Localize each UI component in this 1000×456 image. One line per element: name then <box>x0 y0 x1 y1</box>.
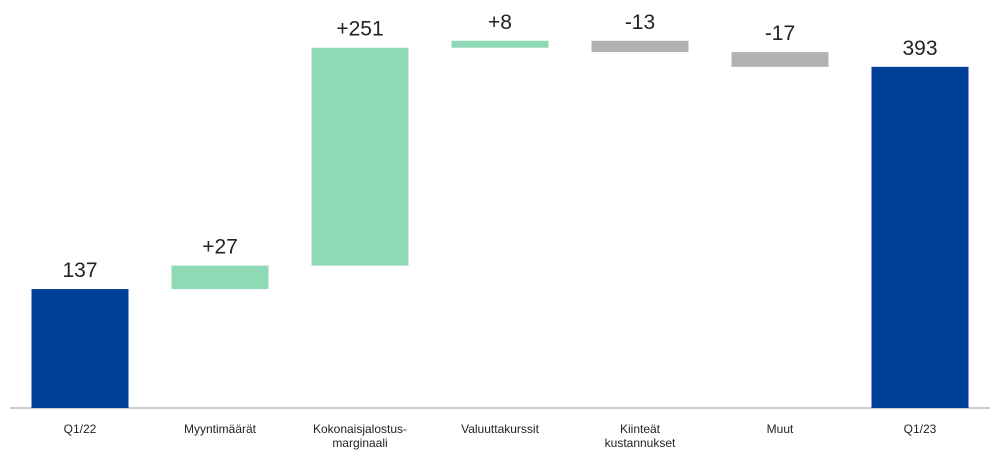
x-tick-label: Q1/22 <box>63 422 97 436</box>
x-tick-label: Muut <box>766 422 794 436</box>
x-tick-label: Kokonaisjalostus- marginaali <box>312 422 408 450</box>
x-tick-label: Q1/23 <box>903 422 937 436</box>
bar <box>591 40 689 53</box>
bar <box>311 47 409 266</box>
value-label: +8 <box>488 11 512 34</box>
x-tick-label: Kiinteät kustannukset <box>604 422 676 450</box>
value-label: -13 <box>625 11 655 34</box>
bar <box>451 40 549 48</box>
value-label: 137 <box>62 259 97 282</box>
value-label: +251 <box>336 18 383 41</box>
bar <box>171 265 269 290</box>
bar <box>31 289 129 408</box>
value-label: +27 <box>202 236 238 259</box>
x-tick-label: Valuuttakurssit <box>461 422 539 436</box>
value-label: -17 <box>765 22 795 45</box>
bar <box>731 52 829 67</box>
value-label: 393 <box>902 37 937 60</box>
x-tick-label: Myyntimäärät <box>183 422 257 436</box>
bar <box>871 66 969 408</box>
